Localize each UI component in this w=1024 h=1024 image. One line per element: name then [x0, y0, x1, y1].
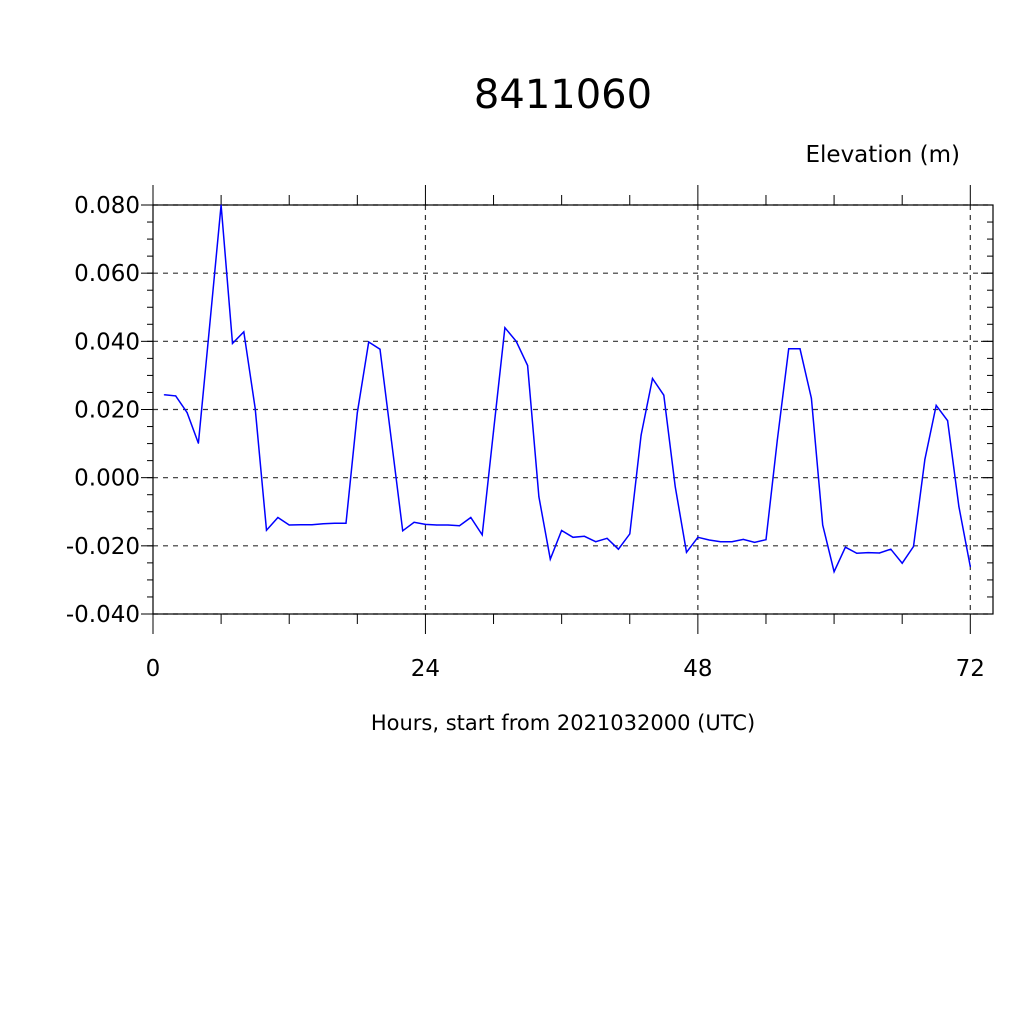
data-point [742, 538, 744, 540]
data-point [867, 552, 869, 554]
data-point [197, 442, 200, 444]
data-point [719, 541, 722, 543]
data-point [754, 541, 756, 544]
data-point [163, 394, 165, 396]
data-point [277, 516, 279, 519]
data-point [175, 395, 177, 397]
data-point [345, 522, 347, 524]
data-point [663, 394, 665, 396]
data-point [969, 566, 971, 568]
data-point [958, 506, 960, 508]
y-tick-label: 0.000 [74, 466, 140, 492]
data-point [946, 420, 949, 422]
data-point [708, 539, 710, 541]
y-tick-label: 0.060 [74, 261, 140, 287]
data-point [651, 377, 654, 380]
data-point [368, 341, 370, 343]
data-point [606, 537, 608, 539]
x-tick-label: 0 [146, 656, 161, 682]
y-tick-label: -0.020 [66, 534, 140, 560]
tick-labels: -0.040 -0.020 0.000 0.020 0.040 0.060 0.080 0 24… [66, 193, 985, 682]
data-point [901, 562, 903, 564]
data-point [265, 529, 268, 531]
data-point [231, 342, 234, 344]
plot-frame [152, 204, 994, 615]
data-point [186, 411, 188, 414]
data-point [299, 524, 302, 526]
y-tick-label: -0.040 [66, 602, 140, 628]
data-point [822, 524, 824, 526]
data-point [470, 516, 472, 519]
data-point [935, 404, 937, 407]
data-point [390, 439, 392, 441]
data-point [220, 204, 222, 206]
data-point [538, 496, 540, 498]
data-point [322, 523, 324, 525]
data-point [629, 533, 631, 535]
data-point [572, 536, 574, 538]
data-point [561, 529, 563, 532]
data-point [776, 439, 778, 441]
data-point [595, 541, 597, 543]
data-point [254, 407, 256, 410]
data-point [674, 485, 676, 488]
x-tick-label: 48 [683, 656, 712, 682]
data-point [765, 539, 767, 541]
data-point [515, 340, 517, 342]
chart-title: 8411060 [474, 72, 652, 118]
data-point [379, 348, 381, 350]
data-point [243, 331, 245, 333]
data-point [504, 327, 506, 329]
data-point [356, 412, 358, 414]
data-point [413, 521, 415, 523]
data-point [436, 524, 438, 526]
x-tick-label: 72 [956, 656, 985, 682]
y-axis-label: Elevation (m) [806, 142, 961, 168]
data-point [334, 522, 336, 524]
data-point [617, 548, 620, 550]
data-point [549, 558, 551, 560]
series-group [163, 204, 972, 574]
y-tick-label: 0.020 [74, 398, 140, 424]
data-point [402, 530, 404, 532]
data-point [685, 551, 688, 553]
data-point [447, 524, 449, 526]
data-point [856, 552, 858, 554]
x-tick-label: 24 [411, 656, 440, 682]
y-tick-label: 0.080 [74, 193, 140, 219]
data-point [833, 571, 835, 573]
data-point [788, 348, 790, 350]
data-point [583, 535, 585, 537]
data-point [878, 552, 881, 554]
data-point [890, 548, 892, 550]
data-point [424, 523, 427, 525]
data-point [209, 323, 211, 325]
x-axis-label: Hours, start from 2021032000 (UTC) [371, 711, 755, 735]
data-point [731, 541, 733, 543]
data-point [311, 524, 313, 526]
data-point [288, 524, 290, 526]
data-point [640, 434, 642, 436]
data-point [697, 536, 699, 538]
elevation-line [164, 204, 972, 574]
data-point [810, 397, 812, 399]
data-point [458, 525, 461, 527]
data-point [844, 546, 847, 548]
data-point [492, 430, 495, 432]
data-point [526, 364, 529, 367]
data-point [481, 534, 483, 536]
y-tick-label: 0.040 [74, 329, 140, 355]
data-point [912, 545, 915, 548]
data-point [799, 348, 801, 350]
data-point [924, 458, 926, 460]
